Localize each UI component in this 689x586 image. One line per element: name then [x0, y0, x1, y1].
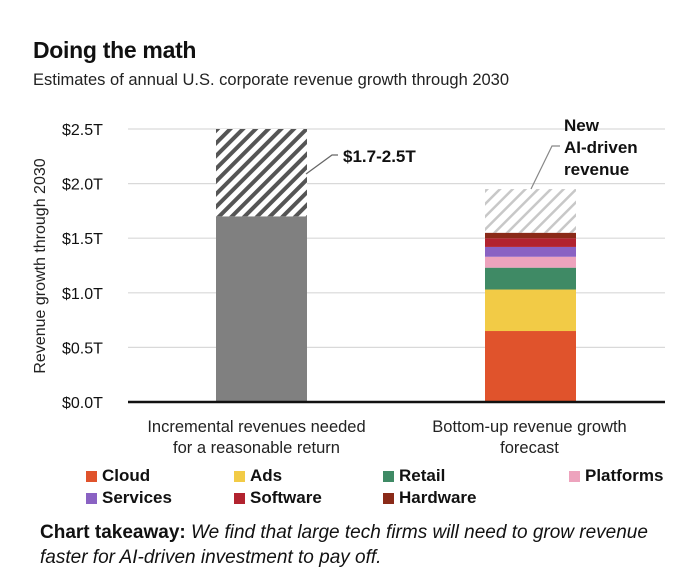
legend-item-platforms: Platforms — [569, 466, 663, 486]
bar-segment-hardware — [485, 232, 576, 239]
legend-label: Software — [250, 488, 322, 507]
y-tick-label: $2.5T — [62, 122, 103, 139]
y-tick-label: $2.0T — [62, 177, 103, 194]
bar-segment-incremental — [216, 216, 307, 402]
legend-label: Retail — [399, 466, 446, 485]
x-tick-label: forecast — [500, 439, 559, 457]
legend-swatch — [86, 492, 97, 504]
annotations: $1.7-2.5T New AI-driven revenue — [305, 116, 638, 190]
legend-item-cloud: Cloud — [86, 466, 150, 486]
chart-subtitle: Estimates of annual U.S. corporate reven… — [33, 71, 510, 89]
annotation-new-ai-label: revenue — [564, 160, 629, 179]
legend-item-software: Software — [234, 488, 322, 508]
legend-item-hardware: Hardware — [383, 488, 476, 508]
chart-plot: $0.0T $0.5T $1.0T $1.5T $2.0T $2.5T Revenue g… — [32, 116, 665, 457]
annotation-range-label: $1.7-2.5T — [343, 147, 416, 166]
x-tick-label: for a reasonable return — [173, 439, 340, 457]
annotation-new-ai-label: New — [564, 116, 600, 135]
legend-swatch — [569, 470, 580, 482]
y-tick-label: $0.0T — [62, 395, 103, 412]
bar-segment-range — [216, 129, 307, 217]
legend-label: Services — [102, 488, 172, 507]
legend-swatch — [86, 470, 97, 482]
annotation-leader-line — [530, 145, 560, 190]
legend-label: Cloud — [102, 466, 151, 485]
takeaway-label: Chart takeaway: — [40, 522, 186, 543]
takeaway-text: We find that large tech firms will need … — [40, 522, 648, 568]
bar-segment-software — [485, 238, 576, 247]
legend-swatch — [234, 470, 245, 482]
x-tick-label: Incremental revenues needed — [147, 418, 365, 436]
bar-segment-ads — [485, 289, 576, 332]
legend-swatch — [383, 492, 394, 504]
chart-title: Doing the math — [33, 37, 197, 63]
legend-item-services: Services — [86, 488, 172, 508]
y-axis-label: Revenue growth through 2030 — [32, 158, 49, 373]
annotation-new-ai-label: AI-driven — [564, 138, 638, 157]
legend-label: Platforms — [585, 466, 664, 485]
y-tick-label: $1.0T — [62, 286, 103, 303]
legend-swatch — [234, 492, 245, 504]
x-tick-label: Bottom-up revenue growth — [432, 418, 626, 436]
bar-segment-cloud — [485, 331, 576, 402]
bar-segment-new-ai-driven-revenue — [485, 189, 576, 233]
annotation-leader-line — [305, 154, 338, 175]
legend-swatch — [383, 470, 394, 482]
y-tick-label: $0.5T — [62, 340, 103, 357]
legend-label: Hardware — [399, 488, 477, 507]
legend-label: Ads — [250, 466, 283, 485]
bars — [216, 129, 576, 402]
legend-item-ads: Ads — [234, 466, 282, 486]
y-tick-labels: $0.0T $0.5T $1.0T $1.5T $2.0T $2.5T — [62, 122, 103, 412]
y-tick-label: $1.5T — [62, 231, 103, 248]
x-tick-labels: Incremental revenues needed for a reasona… — [147, 418, 626, 457]
chart-takeaway: Chart takeaway: We find that large tech … — [40, 520, 680, 570]
bar-segment-platforms — [485, 256, 576, 268]
bar-segment-services — [485, 246, 576, 257]
bar-segment-retail — [485, 267, 576, 290]
legend-item-retail: Retail — [383, 466, 445, 486]
